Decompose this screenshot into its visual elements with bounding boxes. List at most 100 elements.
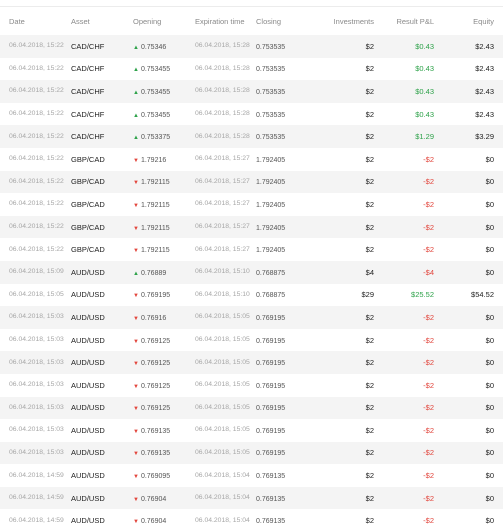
closing-value: 1.792405 [256, 156, 286, 164]
asset-name: AUD/USD [71, 516, 105, 526]
date-text: 06.04.2018, 15:03 [9, 313, 64, 321]
table-row[interactable]: 06.04.2018, 15:22 GBP/CAD ▼ 1.792115 06.04.2… [0, 215, 503, 239]
cell-investment: $2 [318, 396, 374, 420]
table-row[interactable]: 06.04.2018, 14:59 AUD/USD ▼ 0.76904 06.04.20… [0, 486, 503, 510]
investment-value: $2 [365, 222, 374, 232]
asset-name: AUD/USD [71, 448, 105, 458]
table-row[interactable]: 06.04.2018, 15:22 GBP/CAD ▼ 1.79216 06.04.20… [0, 147, 503, 171]
equity-value: $0 [485, 245, 494, 255]
date-text: 06.04.2018, 15:03 [9, 336, 64, 344]
asset-name: AUD/USD [71, 493, 105, 503]
table-row[interactable]: 06.04.2018, 15:03 AUD/USD ▼ 0.769125 06.04.2… [0, 396, 503, 420]
arrow-up-icon: ▲ [133, 270, 139, 277]
table-row[interactable]: 06.04.2018, 15:03 AUD/USD ▼ 0.769125 06.04.2… [0, 351, 503, 374]
cell-closing: 0.769195 [256, 419, 318, 442]
table-row[interactable]: 06.04.2018, 15:05 AUD/USD ▼ 0.769195 06.04.2… [0, 283, 503, 307]
result-value: $25.52 [411, 290, 434, 300]
table-row[interactable]: 06.04.2018, 15:03 AUD/USD ▼ 0.769135 06.04.2… [0, 419, 503, 442]
equity-value: $54.52 [471, 290, 494, 300]
table-row[interactable]: 06.04.2018, 15:22 CAD/CHF ▲ 0.753455 06.04.2… [0, 102, 503, 126]
header-equity[interactable]: Equity [473, 17, 494, 26]
cell-asset: GBP/CAD [71, 170, 133, 194]
cell-equity: $0 [434, 215, 503, 239]
cell-closing: 0.769195 [256, 373, 318, 397]
table-row[interactable]: 06.04.2018, 15:22 GBP/CAD ▼ 1.792115 06.04.2… [0, 238, 503, 261]
closing-value: 0.769195 [256, 405, 286, 413]
arrow-up-icon: ▲ [133, 67, 139, 74]
asset-name: AUD/USD [71, 380, 105, 390]
expiration-text: 06.04.2018, 15:10 [195, 268, 250, 276]
cell-opening: ▲ 0.75346 [133, 35, 195, 58]
expiration-text: 06.04.2018, 15:10 [195, 290, 250, 298]
cell-equity: $0 [434, 260, 503, 284]
cell-equity: $0 [434, 170, 503, 194]
cell-asset: AUD/USD [71, 419, 133, 442]
table-row[interactable]: 06.04.2018, 15:22 CAD/CHF ▲ 0.753375 06.04.2… [0, 125, 503, 148]
asset-name: GBP/CAD [71, 154, 105, 164]
table-row[interactable]: 06.04.2018, 15:22 GBP/CAD ▼ 1.792115 06.04.2… [0, 193, 503, 216]
expiration-text: 06.04.2018, 15:05 [195, 313, 250, 321]
table-row[interactable]: 06.04.2018, 15:22 GBP/CAD ▼ 1.792115 06.04.2… [0, 170, 503, 194]
arrow-down-icon: ▼ [133, 157, 139, 164]
cell-closing: 0.769195 [256, 306, 318, 329]
header-expiration-time[interactable]: Expiration time [195, 17, 245, 26]
cell-expiration: 06.04.2018, 15:05 [195, 328, 256, 352]
cell-equity: $0 [434, 486, 503, 510]
investment-value: $2 [365, 380, 374, 390]
opening-value: 0.769125 [140, 382, 171, 390]
header-investments[interactable]: Investments [333, 17, 374, 26]
asset-name: AUD/USD [71, 267, 105, 277]
date-text: 06.04.2018, 15:22 [9, 177, 64, 185]
table-row[interactable]: 06.04.2018, 14:59 AUD/USD ▼ 0.769095 06.04.2… [0, 464, 503, 487]
cell-opening: ▼ 0.76904 [133, 509, 195, 532]
date-text: 06.04.2018, 15:22 [9, 223, 64, 231]
asset-name: AUD/USD [71, 403, 105, 413]
investment-value: $4 [365, 267, 374, 277]
cell-opening: ▼ 0.769125 [133, 396, 195, 420]
header-closing[interactable]: Closing [256, 17, 282, 26]
opening-value: 0.769095 [140, 473, 171, 481]
arrow-down-icon: ▼ [133, 180, 139, 187]
header-asset[interactable]: Asset [71, 17, 90, 26]
closing-value: 0.769195 [256, 314, 286, 322]
cell-investment: $2 [318, 373, 374, 397]
cell-closing: 0.769135 [256, 509, 318, 532]
table-row[interactable]: 06.04.2018, 15:09 AUD/USD ▲ 0.76889 06.04.20… [0, 260, 503, 284]
expiration-text: 06.04.2018, 15:04 [195, 471, 250, 479]
arrow-down-icon: ▼ [133, 202, 139, 209]
opening-value: 0.769125 [140, 360, 171, 368]
table-row[interactable]: 06.04.2018, 15:03 AUD/USD ▼ 0.769135 06.04.2… [0, 441, 503, 465]
result-value: -$2 [423, 516, 434, 526]
equity-value: $0 [485, 425, 494, 435]
closing-value: 0.768875 [256, 269, 286, 277]
table-row[interactable]: 06.04.2018, 15:22 CAD/CHF ▲ 0.753455 06.04.2… [0, 57, 503, 81]
investment-value: $2 [365, 245, 374, 255]
cell-closing: 0.753535 [256, 125, 318, 148]
header-result-pl[interactable]: Result P&L [396, 17, 434, 26]
table-row[interactable]: 06.04.2018, 15:03 AUD/USD ▼ 0.769125 06.04.2… [0, 328, 503, 352]
equity-value: $0 [485, 516, 494, 526]
table-row[interactable]: 06.04.2018, 15:22 CAD/CHF ▲ 0.75346 06.04.20… [0, 35, 503, 58]
cell-date: 06.04.2018, 14:59 [0, 486, 71, 510]
cell-closing: 0.769195 [256, 441, 318, 465]
table-row[interactable]: 06.04.2018, 15:03 AUD/USD ▼ 0.769125 06.04.2… [0, 373, 503, 397]
asset-name: AUD/USD [71, 471, 105, 481]
cell-asset: CAD/CHF [71, 57, 133, 81]
table-row[interactable]: 06.04.2018, 14:59 AUD/USD ▼ 0.76904 06.04.20… [0, 509, 503, 532]
cell-investment: $2 [318, 419, 374, 442]
table-row[interactable]: 06.04.2018, 15:22 CAD/CHF ▲ 0.753455 06.04.2… [0, 80, 503, 103]
opening-value: 0.769135 [140, 427, 171, 435]
table-row[interactable]: 06.04.2018, 15:03 AUD/USD ▼ 0.76916 06.04.20… [0, 306, 503, 329]
equity-value: $0 [485, 403, 494, 413]
closing-value: 0.768875 [256, 292, 286, 300]
asset-name: GBP/CAD [71, 222, 105, 232]
header-date[interactable]: Date [9, 17, 25, 26]
header-opening[interactable]: Opening [133, 17, 162, 26]
cell-date: 06.04.2018, 14:59 [0, 509, 71, 532]
cell-result: -$2 [374, 486, 434, 510]
closing-value: 0.769195 [256, 382, 286, 390]
cell-investment: $2 [318, 125, 374, 148]
investment-value: $2 [365, 335, 374, 345]
expiration-text: 06.04.2018, 15:27 [195, 223, 250, 231]
opening-value: 0.753455 [140, 88, 171, 96]
